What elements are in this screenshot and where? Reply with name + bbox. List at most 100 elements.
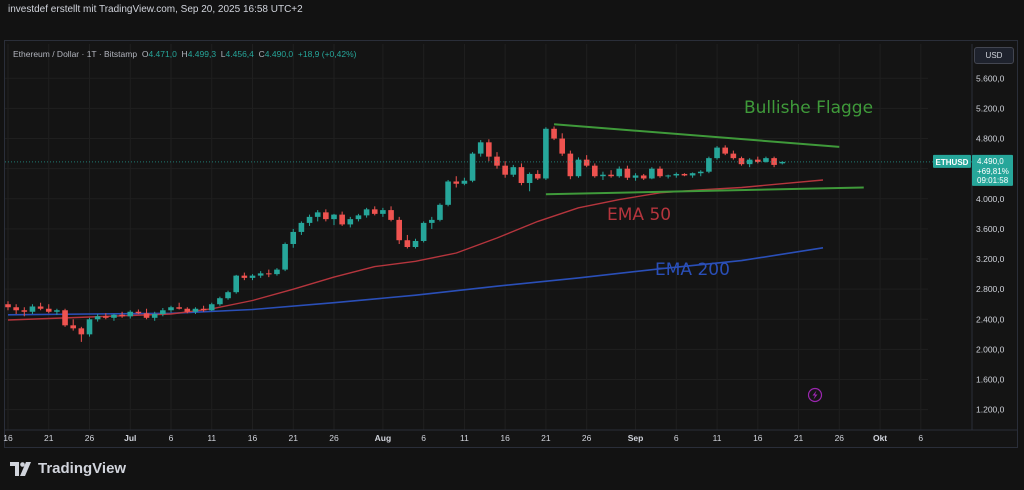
candle-body (208, 304, 215, 311)
candle-body (429, 219, 435, 223)
candle-body (119, 314, 125, 317)
candle-body (78, 328, 85, 335)
time-tick-label: Aug (375, 433, 392, 443)
price-tick-label: 3.600,0 (976, 224, 1005, 234)
symbol-tag-text: ETHUSD (936, 158, 969, 167)
candle-body (404, 240, 411, 247)
candle-body (697, 171, 704, 174)
candle-body (681, 173, 688, 176)
candle-body (534, 173, 541, 179)
currency-button[interactable]: USD (974, 47, 1014, 64)
candle-body (583, 159, 590, 166)
ohlc-legend: Ethereum / Dollar · 1T · Bitstamp O4.471… (13, 49, 357, 59)
candle-body (551, 128, 557, 139)
candle-body (371, 209, 378, 214)
candle-body (673, 173, 680, 176)
open-label: O (141, 49, 149, 59)
candle-body (37, 306, 44, 309)
price-tag-change: +69,81% (977, 167, 1009, 176)
candle-body (176, 307, 182, 309)
candle-body (640, 175, 647, 179)
candle-body (616, 168, 623, 177)
symbol-tag-bg (933, 154, 971, 168)
candle-body (396, 219, 402, 241)
candle-body (469, 153, 476, 181)
open-value: 4.471,0 (148, 49, 177, 59)
low-value: 4.456,4 (225, 49, 254, 59)
close-value: 4.490,0 (264, 49, 294, 59)
time-tick-label: 11 (460, 433, 469, 443)
annotation-label: EMA 50 (607, 205, 671, 225)
candle-body (543, 128, 549, 179)
price-axis: 5.600,05.200,04.800,04.400,04.000,03.600… (971, 44, 1005, 430)
candle-body (575, 159, 582, 177)
time-tick-label: 26 (329, 433, 339, 443)
candle-body (689, 173, 696, 176)
candle-body (632, 175, 639, 178)
candle-body (21, 310, 28, 312)
tradingview-brand[interactable]: TradingView (10, 460, 126, 477)
candle-body (347, 219, 354, 225)
candle-body (494, 156, 500, 166)
candle-body (233, 275, 239, 293)
price-tick-label: 4.800,0 (976, 134, 1005, 144)
candle-body (290, 231, 297, 244)
price-tick-label: 1.200,0 (976, 405, 1005, 415)
brand-name: TradingView (38, 460, 127, 477)
price-tick-label: 3.200,0 (976, 254, 1005, 264)
candle-body (127, 311, 134, 317)
candle-body (779, 161, 786, 164)
candle-body (355, 215, 362, 220)
time-tick-label: 26 (85, 433, 95, 443)
last-price-tag: ETHUSD 4.490,0+69,81%09:01:58 (5, 154, 1013, 186)
bullish-flag-lines (545, 123, 864, 196)
candle-body (274, 269, 280, 275)
candle-body (54, 310, 60, 312)
symbol-name[interactable]: Ethereum / Dollar · 1T · Bitstamp (13, 49, 138, 59)
price-tick-label: 2.000,0 (976, 344, 1005, 354)
candle-body (771, 158, 777, 165)
candle-body (559, 138, 565, 154)
candle-body (445, 181, 451, 205)
time-tick-label: Okt (873, 433, 887, 443)
candle-body (567, 153, 574, 177)
annotation-label: Bullishe Flagge (744, 98, 873, 118)
price-tick-label: 2.800,0 (976, 284, 1005, 294)
time-tick-label: 21 (289, 433, 299, 443)
candle-body (257, 273, 264, 276)
candles (5, 126, 786, 342)
candle-body (486, 142, 492, 157)
candle-body (624, 168, 631, 178)
time-axis: 16 21 26 Jul 6 11 16 21 26 Aug 6 11 16 21 26 Sep 6 11 16 21… (3, 429, 1017, 443)
candle-body (200, 308, 207, 311)
candle-body (461, 180, 468, 184)
candle-body (282, 243, 288, 270)
price-tick-label: 4.000,0 (976, 194, 1005, 204)
candle-body (5, 304, 11, 308)
time-tick-label: 6 (674, 433, 679, 443)
candle-body (657, 168, 663, 177)
candle-body (168, 307, 174, 311)
candle-body (738, 158, 745, 165)
candle-body (755, 159, 761, 162)
lightning-circle (807, 387, 823, 403)
time-tick-label: 26 (582, 433, 592, 443)
candle-body (62, 310, 68, 326)
candle-body (706, 158, 712, 172)
candle-body (518, 167, 525, 183)
candle-body (730, 153, 737, 159)
time-tick-label: 11 (207, 433, 216, 443)
candle-body (45, 308, 52, 312)
candle-body (94, 316, 101, 320)
candle-body (241, 275, 248, 278)
time-tick-label: 6 (918, 433, 923, 443)
time-tick-label: 21 (794, 433, 804, 443)
candle-body (592, 165, 598, 177)
flag-upper-line (553, 123, 840, 148)
time-tick-label: 16 (500, 433, 510, 443)
chart-grid (5, 44, 928, 430)
candle-body (314, 212, 321, 217)
time-tick-label: 6 (421, 433, 426, 443)
annotation-label: EMA 200 (655, 260, 730, 280)
